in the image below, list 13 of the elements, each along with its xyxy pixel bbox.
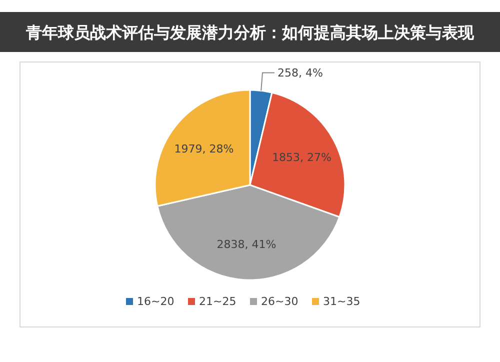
- legend-item: 16~20: [126, 295, 174, 308]
- legend-label: 31~35: [323, 295, 360, 308]
- data-label: 258, 4%: [277, 66, 323, 80]
- chart-title: 青年球员战术评估与发展潜力分析：如何提高其场上决策与表现: [25, 23, 475, 42]
- legend-item: 21~25: [188, 295, 236, 308]
- legend-label: 26~30: [261, 295, 298, 308]
- legend-label: 16~20: [137, 295, 174, 308]
- data-label: 1979, 28%: [174, 142, 234, 156]
- legend-label: 21~25: [199, 295, 236, 308]
- data-label: 1853, 27%: [272, 150, 332, 164]
- data-label: 2838, 41%: [216, 238, 276, 251]
- legend-item: 26~30: [250, 295, 298, 308]
- legend-item: 31~35: [312, 295, 360, 308]
